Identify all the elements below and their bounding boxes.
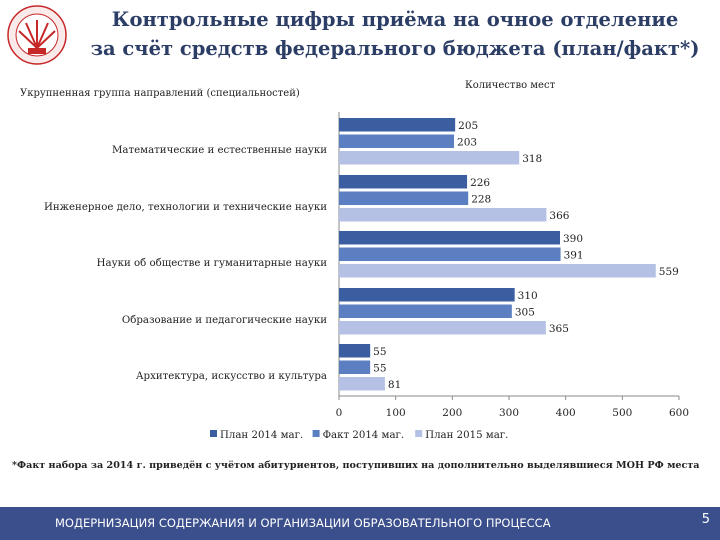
university-logo: [7, 5, 67, 65]
footer-bar: МОДЕРНИЗАЦИЯ СОДЕРЖАНИЯ И ОРГАНИЗАЦИИ ОБ…: [0, 507, 720, 540]
category-label-2: Науки об обществе и гуманитарные науки: [97, 257, 328, 269]
tick-label-2: 200: [442, 407, 462, 419]
data-label-1-1: 228: [471, 194, 491, 206]
bar-2-2: [339, 264, 656, 278]
category-label-0: Математические и естественные науки: [112, 145, 327, 156]
y-axis-title: Укрупненная группа направлений (специаль…: [20, 88, 300, 99]
legend-label-1: Факт 2014 маг.: [323, 430, 405, 441]
bar-0-2: [339, 151, 520, 165]
legend-swatch-1: [312, 430, 320, 437]
data-label-2-0: 390: [563, 233, 583, 245]
tick-label-4: 400: [556, 407, 576, 419]
data-label-3-1: 305: [515, 307, 535, 319]
bar-4-0: [339, 344, 371, 358]
title-line-2: за счёт средств федерального бюджета (пл…: [90, 37, 700, 60]
legend-label-2: План 2015 маг.: [425, 430, 508, 441]
data-label-4-0: 55: [373, 346, 386, 358]
bar-2-0: [339, 231, 560, 245]
bar-4-1: [339, 360, 371, 374]
data-label-0-2: 318: [522, 153, 542, 165]
data-label-4-2: 81: [388, 379, 401, 391]
bar-0-1: [339, 134, 455, 148]
bar-1-2: [339, 208, 547, 222]
data-label-3-2: 365: [549, 323, 569, 335]
page-number: 5: [701, 512, 710, 527]
tick-label-3: 300: [499, 407, 519, 419]
legend-swatch-2: [415, 430, 423, 437]
data-label-1-2: 366: [549, 210, 569, 222]
data-label-0-1: 203: [457, 137, 477, 149]
data-label-1-0: 226: [470, 177, 490, 189]
bar-3-1: [339, 304, 512, 318]
chart-title: Количество мест: [465, 80, 556, 91]
data-label-3-0: 310: [518, 290, 538, 302]
data-label-4-1: 55: [373, 363, 386, 375]
tick-label-0: 0: [336, 407, 343, 419]
bar-3-0: [339, 288, 515, 302]
footnote: *Факт набора за 2014 г. приведён с учёто…: [12, 460, 700, 471]
bar-3-2: [339, 321, 546, 335]
bar-4-2: [339, 377, 385, 391]
bar-chart: 205 203 318 Математические и естественные н…: [44, 112, 689, 441]
legend-label-0: План 2014 маг.: [220, 430, 303, 441]
data-label-0-0: 205: [458, 120, 478, 132]
slide-title: Контрольные цифры приёма на очное отделе…: [80, 5, 710, 63]
category-label-4: Архитектура, искусство и культура: [136, 371, 327, 382]
legend-swatch-0: [210, 430, 217, 437]
category-label-3: Образование и педагогические науки: [122, 314, 327, 326]
bar-1-1: [339, 191, 469, 205]
tick-label-5: 500: [612, 407, 632, 419]
category-label-1: Инженерное дело, технологии и технически…: [44, 202, 327, 213]
tick-label-6: 600: [669, 407, 689, 419]
tick-label-1: 100: [386, 407, 406, 419]
data-label-2-1: 391: [564, 250, 584, 262]
bar-0-0: [339, 118, 456, 132]
bar-1-0: [339, 175, 468, 189]
title-line-1: Контрольные цифры приёма на очное отделе…: [111, 8, 679, 31]
data-label-2-2: 559: [659, 266, 679, 278]
footer-text: МОДЕРНИЗАЦИЯ СОДЕРЖАНИЯ И ОРГАНИЗАЦИИ ОБ…: [55, 516, 551, 530]
bar-2-1: [339, 247, 561, 261]
